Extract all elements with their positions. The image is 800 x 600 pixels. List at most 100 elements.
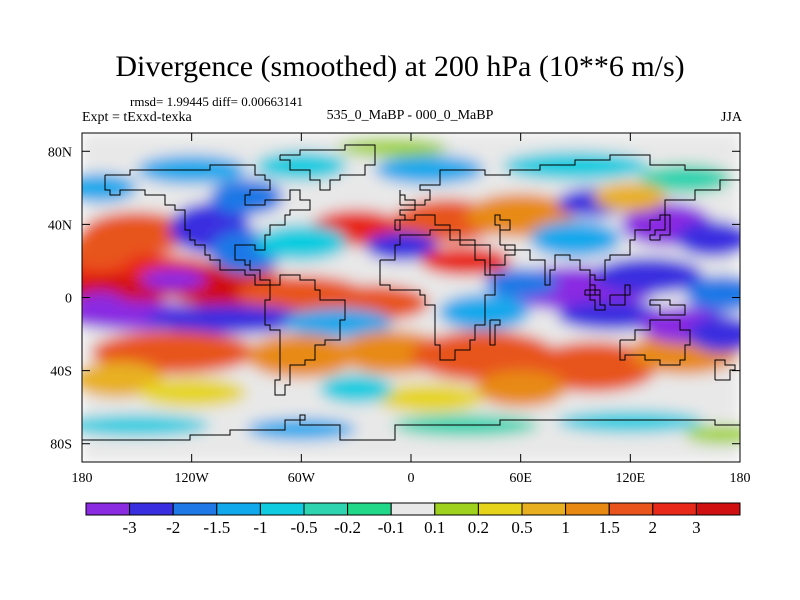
colorbar-swatch-6 bbox=[347, 502, 392, 516]
colorbar-swatch-1 bbox=[129, 502, 174, 516]
field-blob-9 bbox=[140, 268, 207, 291]
season-label: JJA bbox=[720, 110, 742, 125]
coastline-8 bbox=[584, 289, 606, 311]
field-blob-47 bbox=[82, 173, 137, 203]
field-blob-24 bbox=[685, 275, 740, 313]
coastline-1 bbox=[264, 274, 346, 396]
field-blur-group bbox=[82, 133, 740, 462]
field-blob-56 bbox=[685, 425, 740, 444]
coastline-7 bbox=[619, 319, 691, 366]
colorbar-swatch-9 bbox=[477, 502, 523, 516]
coastline-11 bbox=[649, 214, 671, 241]
field-blob-52 bbox=[82, 414, 210, 437]
colorbar-label-8: 0.2 bbox=[468, 518, 489, 537]
field-blob-35 bbox=[529, 220, 622, 258]
field-blob-39 bbox=[676, 220, 740, 258]
colorbar-swatch-7 bbox=[390, 502, 436, 516]
field-blob-20 bbox=[319, 374, 393, 404]
colorbar-label-5: -0.2 bbox=[334, 518, 361, 537]
field-blob-14 bbox=[529, 341, 658, 393]
field-blob-53 bbox=[246, 418, 357, 441]
field-blob-7 bbox=[283, 308, 393, 338]
coastline-3 bbox=[379, 229, 505, 361]
field-blob-11 bbox=[246, 334, 357, 378]
coastline-5 bbox=[395, 179, 740, 296]
colorbar-swatch-3 bbox=[216, 502, 261, 516]
coastline-14 bbox=[714, 359, 736, 381]
colorbar-swatch-2 bbox=[172, 502, 218, 516]
field-blob-22 bbox=[593, 257, 704, 294]
colorbar-swatch-10 bbox=[521, 502, 567, 516]
colorbar-swatch-12 bbox=[608, 502, 654, 516]
y-tick-label-3: 40S bbox=[50, 365, 72, 380]
coastline-10 bbox=[649, 299, 686, 316]
field-blob-45 bbox=[374, 154, 485, 185]
colorbar-label-11: 1.5 bbox=[599, 518, 620, 537]
field-blob-48 bbox=[639, 164, 731, 194]
colorbar-label-1: -2 bbox=[166, 518, 180, 537]
x-tick-label-2: 60W bbox=[288, 471, 316, 486]
field-blob-41 bbox=[420, 246, 512, 276]
coastline-0 bbox=[104, 164, 311, 286]
colorbar-swatch-0 bbox=[85, 502, 131, 516]
coastline-4 bbox=[394, 154, 740, 230]
colorbar-label-10: 1 bbox=[561, 518, 570, 537]
chart-title: Divergence (smoothed) at 200 hPa (10**6 … bbox=[115, 50, 685, 83]
field-blob-27 bbox=[438, 293, 530, 331]
field-blob-18 bbox=[474, 370, 567, 408]
y-tick-label-1: 40N bbox=[48, 218, 72, 233]
rmsd-stats: rmsd= 1.99445 diff= 0.00663141 bbox=[130, 94, 303, 109]
colorbar-label-13: 3 bbox=[692, 518, 701, 537]
colorbar-swatch-11 bbox=[565, 502, 610, 516]
coastline-9 bbox=[609, 284, 631, 306]
colorbar-swatch-5 bbox=[303, 502, 349, 516]
x-tick-label-4: 60E bbox=[509, 471, 532, 486]
coastline-12 bbox=[399, 190, 416, 206]
colorbar-label-3: -1 bbox=[253, 518, 267, 537]
x-tick-label-1: 120W bbox=[175, 471, 210, 486]
colorbar-label-6: -0.1 bbox=[378, 518, 405, 537]
field-blob-13 bbox=[411, 330, 558, 382]
y-tick-label-4: 80S bbox=[50, 438, 72, 453]
colorbar: -3 -2 -1.5 -1 -0.5 -0.2 -0.1 0.1 0.2 0.5 1 1.5 2 3 bbox=[85, 502, 741, 537]
coastline-13 bbox=[489, 319, 501, 346]
x-tick-label-5: 120E bbox=[616, 471, 646, 486]
colorbar-swatch-13 bbox=[652, 502, 697, 516]
field-blob-44 bbox=[255, 151, 348, 181]
axes: 180 120W 60W 0 60E 120E 180 80N 40N 0 40S 80S bbox=[48, 133, 751, 486]
field-blob-6 bbox=[145, 304, 311, 335]
colorbar-label-7: 0.1 bbox=[424, 518, 445, 537]
x-tick-label-6: 180 bbox=[730, 471, 751, 486]
field-blob-28 bbox=[688, 315, 740, 353]
coastline-6 bbox=[494, 214, 511, 245]
colorbar-label-4: -0.5 bbox=[291, 518, 318, 537]
field-blob-19 bbox=[374, 383, 485, 413]
coastline-2 bbox=[279, 144, 376, 191]
x-tick-label-0: 180 bbox=[72, 471, 93, 486]
divergence-field bbox=[82, 133, 740, 462]
field-blob-17 bbox=[136, 377, 247, 408]
colorbar-label-12: 2 bbox=[649, 518, 658, 537]
colorbar-swatch-14 bbox=[695, 502, 741, 516]
coastline-15 bbox=[82, 414, 740, 441]
experiment-label: Expt = tExxd-texka bbox=[82, 110, 192, 125]
coastlines bbox=[82, 144, 740, 441]
field-blob-36 bbox=[255, 224, 348, 261]
colorbar-label-9: 0.5 bbox=[511, 518, 532, 537]
colorbar-label-0: -3 bbox=[123, 518, 137, 537]
comparison-label: 535_0_MaBP - 000_0_MaBP bbox=[326, 108, 494, 123]
y-tick-label-2: 0 bbox=[65, 292, 72, 307]
field-blob-8 bbox=[82, 292, 128, 322]
colorbar-swatch-8 bbox=[434, 502, 479, 516]
field-blob-40 bbox=[82, 233, 134, 271]
colorbar-swatch-4 bbox=[259, 502, 305, 516]
x-tick-label-3: 0 bbox=[408, 471, 415, 486]
field-blob-55 bbox=[557, 410, 704, 433]
field-blob-46 bbox=[502, 151, 649, 181]
y-tick-label-0: 80N bbox=[48, 145, 72, 160]
field-blob-51 bbox=[593, 182, 667, 212]
field-blob-50 bbox=[209, 178, 284, 216]
field-blob-25 bbox=[557, 301, 667, 331]
field-blob-49 bbox=[337, 138, 448, 157]
